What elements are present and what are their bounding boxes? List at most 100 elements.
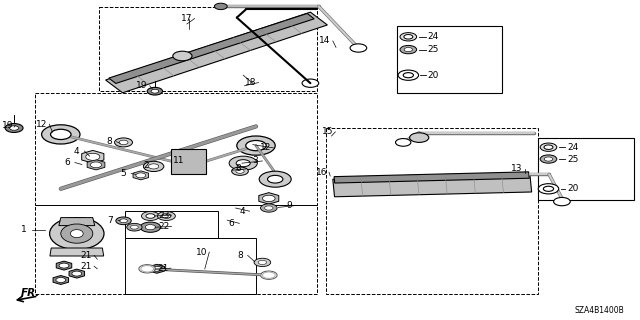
Circle shape (229, 156, 257, 170)
Polygon shape (334, 172, 529, 183)
Circle shape (265, 206, 273, 210)
Circle shape (540, 143, 557, 151)
Text: 19: 19 (136, 81, 148, 90)
Circle shape (398, 70, 419, 80)
Text: 25: 25 (428, 45, 439, 54)
Circle shape (246, 140, 266, 151)
Text: 4: 4 (74, 147, 79, 156)
Text: 4: 4 (239, 207, 244, 216)
Circle shape (237, 136, 275, 155)
Text: 7: 7 (108, 216, 113, 225)
Circle shape (538, 184, 559, 194)
Circle shape (119, 140, 128, 145)
Circle shape (404, 47, 413, 52)
Circle shape (157, 212, 175, 220)
Circle shape (404, 35, 413, 39)
Circle shape (236, 169, 244, 173)
Circle shape (173, 51, 192, 61)
Text: 8: 8 (236, 164, 241, 173)
Polygon shape (106, 12, 328, 93)
Text: 3: 3 (252, 156, 257, 165)
Circle shape (136, 173, 146, 178)
Circle shape (51, 129, 71, 140)
Circle shape (554, 197, 570, 206)
Circle shape (143, 161, 164, 172)
Text: 20: 20 (568, 184, 579, 193)
Text: 12: 12 (36, 120, 47, 129)
Circle shape (131, 225, 138, 229)
Polygon shape (56, 261, 72, 270)
Circle shape (147, 87, 163, 95)
Text: 10: 10 (196, 248, 207, 257)
Circle shape (120, 219, 127, 223)
Circle shape (260, 204, 277, 212)
Circle shape (10, 126, 19, 130)
Circle shape (42, 125, 80, 144)
Circle shape (141, 212, 159, 220)
Circle shape (148, 164, 159, 169)
Polygon shape (109, 13, 314, 84)
Circle shape (400, 45, 417, 54)
Circle shape (152, 266, 162, 271)
Circle shape (403, 73, 413, 78)
Circle shape (141, 266, 154, 272)
Text: 24: 24 (428, 32, 439, 41)
Ellipse shape (50, 218, 104, 250)
Text: 6: 6 (65, 158, 70, 167)
Polygon shape (87, 160, 105, 170)
Ellipse shape (70, 230, 83, 237)
Polygon shape (149, 264, 164, 273)
Text: 19: 19 (2, 121, 13, 130)
Text: 8: 8 (237, 251, 243, 260)
Text: 21: 21 (157, 264, 169, 273)
Text: SZA4B1400B: SZA4B1400B (574, 306, 624, 315)
Circle shape (262, 195, 275, 202)
Polygon shape (59, 218, 95, 226)
Text: 13: 13 (511, 164, 523, 173)
Circle shape (56, 277, 66, 283)
Circle shape (127, 223, 142, 231)
Circle shape (5, 124, 23, 132)
Text: 6: 6 (229, 219, 234, 228)
Circle shape (544, 145, 553, 149)
Circle shape (140, 222, 161, 232)
Text: 17: 17 (181, 14, 193, 23)
Polygon shape (172, 149, 206, 174)
Text: 25: 25 (568, 155, 579, 164)
Circle shape (151, 89, 159, 93)
Polygon shape (333, 174, 532, 197)
Text: 23: 23 (158, 211, 170, 220)
Circle shape (540, 155, 557, 163)
Circle shape (86, 153, 100, 160)
Polygon shape (133, 171, 148, 180)
Circle shape (146, 214, 155, 218)
Circle shape (543, 186, 554, 191)
Circle shape (259, 171, 291, 187)
Circle shape (302, 79, 319, 87)
Text: 18: 18 (245, 78, 257, 87)
Circle shape (254, 258, 271, 267)
Text: 16: 16 (316, 168, 327, 177)
Circle shape (396, 139, 411, 146)
Circle shape (139, 265, 156, 273)
Text: 14: 14 (319, 36, 331, 45)
Circle shape (350, 44, 367, 52)
Text: 9: 9 (287, 201, 292, 210)
Polygon shape (69, 269, 84, 278)
Circle shape (268, 175, 283, 183)
Text: 21: 21 (81, 251, 92, 260)
Ellipse shape (61, 224, 93, 243)
Text: 21: 21 (81, 262, 92, 271)
Text: 8: 8 (106, 137, 111, 146)
Circle shape (115, 138, 132, 147)
Circle shape (116, 217, 131, 225)
Circle shape (72, 271, 82, 276)
Text: 22: 22 (158, 222, 170, 231)
Circle shape (214, 3, 227, 10)
Circle shape (145, 225, 156, 230)
Circle shape (545, 157, 553, 161)
Circle shape (236, 160, 250, 167)
Circle shape (90, 162, 102, 168)
Circle shape (400, 33, 417, 41)
Circle shape (262, 272, 275, 278)
